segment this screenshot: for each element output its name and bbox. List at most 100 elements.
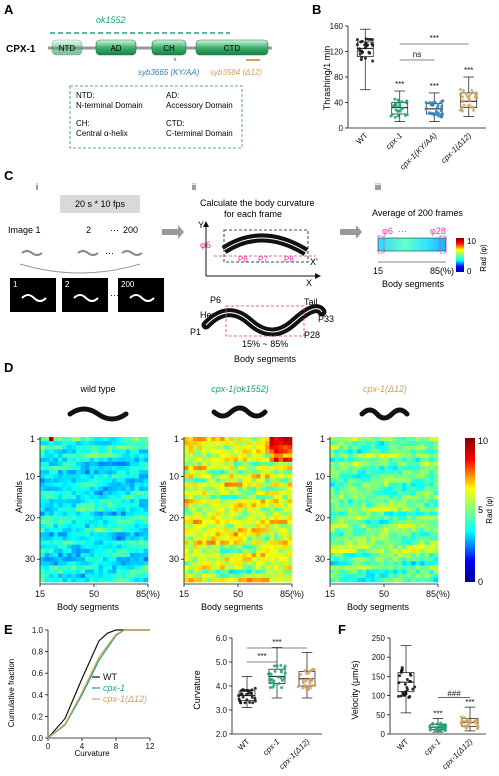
data-point (466, 718, 470, 722)
heatmap-cell (429, 515, 434, 521)
heatmap-cell (366, 449, 371, 454)
heatmap-cell (188, 544, 194, 550)
heatmap-cell (287, 577, 293, 583)
syb3665-label: syb3665 (KY/AA) (138, 68, 200, 77)
heatmap-cell (193, 445, 198, 450)
heatmap-cell (89, 474, 95, 479)
svg-text:1: 1 (13, 280, 18, 289)
heatmap-cell (188, 519, 194, 525)
heatmap-cell (98, 515, 104, 521)
heatmap-cell (44, 557, 50, 562)
heatmap-cell (85, 499, 90, 504)
heatmap-cell (53, 441, 59, 446)
x-tick-label: 85(%) (280, 589, 304, 599)
heatmap-cell (247, 478, 252, 483)
heatmap-cell (397, 548, 403, 554)
heatmap-cell (393, 548, 398, 554)
heatmap-cell (415, 441, 421, 446)
heatmap-cell (44, 507, 50, 512)
heatmap-cell (334, 499, 340, 504)
heatmap-cell (40, 449, 45, 454)
heatmap-cell (62, 466, 68, 471)
heatmap-cell (274, 548, 279, 554)
heatmap-cell (287, 499, 293, 504)
heatmap-cell (343, 490, 349, 496)
heatmap-cell (411, 457, 416, 463)
heatmap-cell (330, 561, 335, 566)
heatmap-cell (116, 474, 122, 479)
heatmap-cell (85, 548, 90, 554)
heatmap-cell (67, 466, 72, 471)
heatmap-cell (411, 519, 416, 525)
data-point (370, 38, 374, 42)
heatmap-cell (343, 511, 349, 517)
heatmap-cell (211, 548, 216, 554)
heatmap-cell (206, 528, 212, 533)
heatmap-cell (40, 548, 45, 554)
heatmap-cell (220, 577, 225, 583)
heatmap-cell (357, 532, 362, 537)
heatmap-cell (103, 515, 108, 521)
heatmap-cell (260, 577, 266, 583)
heatmap-cell (415, 561, 421, 566)
heatmap-cell (103, 461, 108, 467)
data-point (269, 681, 273, 685)
heatmap-cell (44, 457, 50, 463)
data-point (239, 692, 243, 696)
heatmap-cell (197, 461, 203, 467)
heatmap-cell (411, 490, 416, 496)
heatmap-cell (233, 486, 239, 492)
heatmap-cell (265, 453, 270, 459)
worm-icon-wt (67, 406, 129, 422)
heatmap-cell (62, 544, 68, 550)
heatmap-cell (352, 453, 358, 459)
y-tick-label: 30 (25, 554, 35, 564)
heatmap-cell (134, 482, 140, 488)
heatmap-cell (238, 515, 243, 521)
heatmap-cell (361, 573, 367, 579)
x-category-label: WT (395, 737, 410, 752)
heatmap-cell (406, 490, 412, 496)
heatmap-cell (67, 457, 72, 463)
heatmap-cell (76, 557, 81, 562)
heatmap-cell (116, 565, 122, 570)
heatmap-cell (130, 453, 135, 459)
heatmap-cell (220, 536, 225, 541)
heatmap-cell (80, 548, 86, 554)
heatmap-cell (89, 457, 95, 463)
heatmap-cell (229, 499, 234, 504)
heatmap-cell (256, 445, 261, 450)
heatmap-cell (188, 548, 194, 554)
heatmap-cell (287, 540, 293, 546)
heatmap-cell (274, 499, 279, 504)
heatmap-cell (384, 544, 389, 550)
heatmap-cell (76, 577, 81, 583)
heatmap-cell (384, 470, 389, 475)
heatmap-cell (269, 449, 275, 454)
heatmap-cell (287, 565, 293, 570)
heatmap-cell (402, 449, 407, 454)
heatmap-cell (265, 561, 270, 566)
heatmap-cell (94, 548, 99, 554)
heatmap-cell (370, 486, 376, 492)
heatmap-cell (260, 528, 266, 533)
heatmap-cell (343, 544, 349, 550)
heatmap-cell (361, 565, 367, 570)
heatmap-cell (420, 503, 425, 508)
heatmap-cell (343, 573, 349, 579)
heatmap-cell (224, 449, 230, 454)
heatmap-cell (242, 569, 248, 575)
heatmap-cell (98, 577, 104, 583)
heatmap-cell (112, 486, 117, 492)
heatmap-cell (352, 445, 358, 450)
heatmap-cell (348, 528, 353, 533)
heatmap-cell (62, 474, 68, 479)
heatmap-cell (366, 490, 371, 496)
heatmap-cell (256, 453, 261, 459)
heatmap-cell (361, 499, 367, 504)
heatmap-cell (274, 507, 279, 512)
heatmap-cell (44, 474, 50, 479)
heatmap-cell (98, 461, 104, 467)
cdf-line (47, 629, 150, 739)
